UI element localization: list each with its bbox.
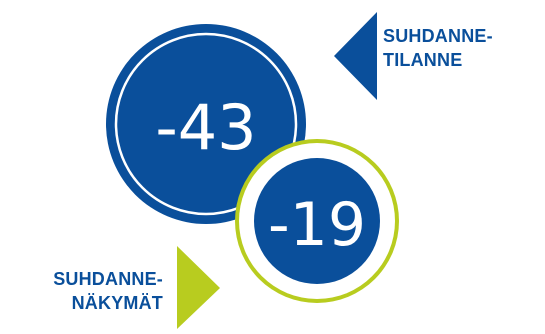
outlook-label-line2: NÄKYMÄT <box>71 293 163 313</box>
current-label-line1: SUHDANNE- <box>383 26 493 46</box>
current-label-line2: TILANNE <box>383 50 463 70</box>
current-value: -43 <box>155 91 257 164</box>
outlook-circle <box>235 139 399 303</box>
outlook-label-line1: SUHDANNE- <box>53 269 163 289</box>
outlook-value: -19 <box>268 190 366 260</box>
left-triangle-icon <box>334 12 377 100</box>
current-label: SUHDANNE- TILANNE <box>383 24 543 72</box>
outlook-label: SUHDANNE- NÄKYMÄT <box>0 267 163 315</box>
right-triangle-icon <box>177 246 220 329</box>
